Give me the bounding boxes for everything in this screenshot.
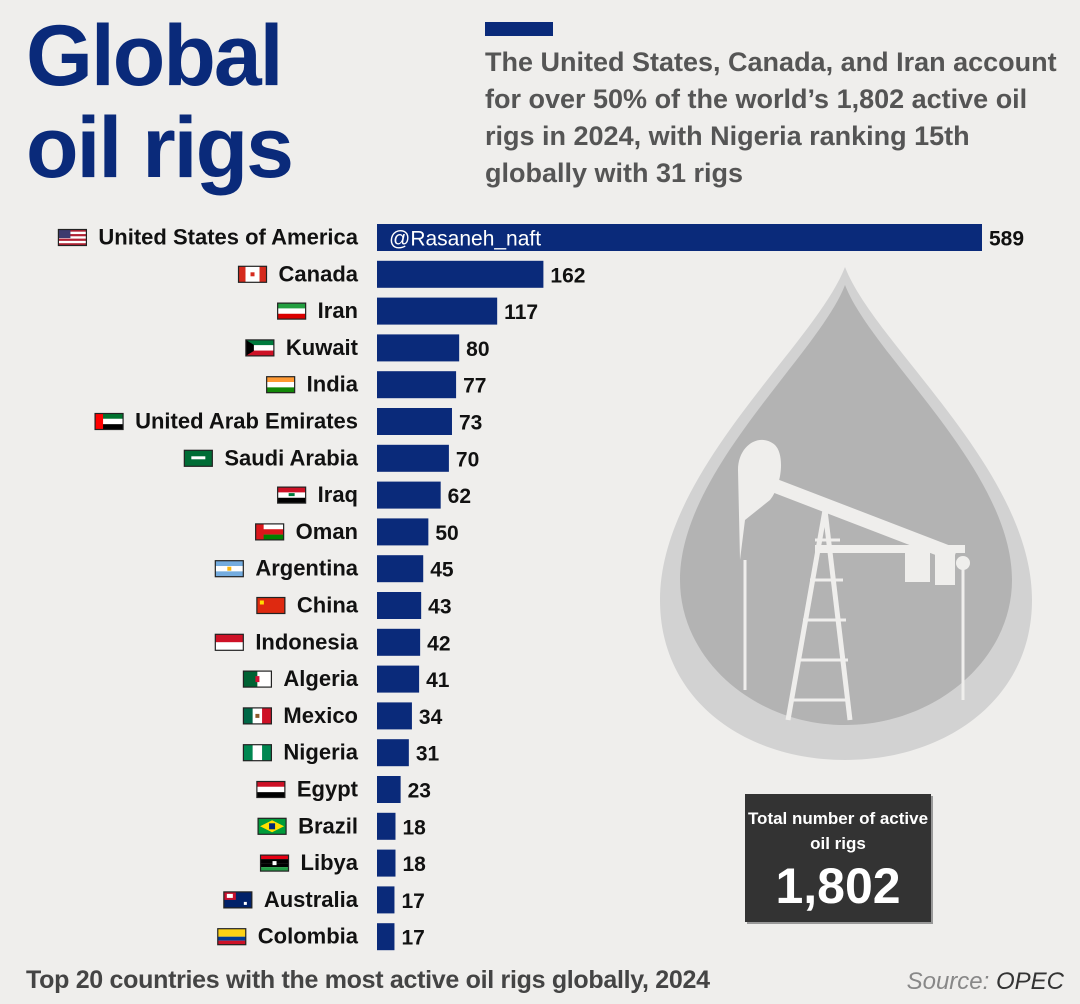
flag-icon-kw bbox=[245, 339, 275, 357]
data-label-5: 73 bbox=[459, 412, 482, 435]
source-prefix: Source: bbox=[906, 968, 990, 995]
data-label-0: 589 bbox=[989, 228, 1024, 251]
bar-13 bbox=[377, 702, 412, 730]
source-credit: Source: OPEC bbox=[907, 968, 1064, 996]
bar-3 bbox=[377, 334, 460, 362]
data-label-18: 17 bbox=[401, 890, 424, 913]
total-value: 1,802 bbox=[775, 858, 901, 914]
bars-group: 589 United States of America 162 Canada 117 I… bbox=[57, 224, 1024, 951]
bar-7 bbox=[377, 481, 441, 509]
title-line-2: oil rigs bbox=[26, 100, 294, 196]
flag-icon-ly bbox=[259, 854, 290, 872]
chart-title: Global oil rigs bbox=[26, 8, 294, 196]
category-label-16: Brazil bbox=[298, 813, 358, 838]
category-label-3: Kuwait bbox=[286, 335, 359, 360]
data-label-6: 70 bbox=[456, 448, 479, 471]
bar-6 bbox=[377, 444, 449, 472]
bar-18 bbox=[377, 886, 395, 914]
bar-14 bbox=[377, 739, 409, 767]
watermark-text: @Rasaneh_naft bbox=[389, 228, 541, 251]
data-label-12: 41 bbox=[426, 669, 450, 692]
flag-icon-ae bbox=[94, 412, 124, 431]
pumpjack-icon bbox=[738, 439, 970, 721]
category-label-18: Australia bbox=[264, 887, 359, 912]
category-label-1: Canada bbox=[279, 261, 359, 286]
data-label-17: 18 bbox=[402, 853, 426, 876]
bar-17 bbox=[377, 849, 396, 877]
data-label-19: 17 bbox=[401, 927, 424, 950]
title-line-1: Global bbox=[26, 8, 284, 104]
bar-12 bbox=[377, 665, 420, 693]
flag-icon-mx bbox=[242, 707, 273, 725]
flag-icon-eg bbox=[256, 780, 286, 799]
bar-0 bbox=[377, 224, 982, 251]
category-label-10: China bbox=[297, 593, 359, 618]
bar-11 bbox=[377, 628, 421, 656]
bar-2 bbox=[377, 297, 498, 325]
flag-icon-cn bbox=[256, 596, 286, 615]
bar-10 bbox=[377, 592, 422, 619]
flag-icon-ng bbox=[242, 744, 273, 762]
category-label-17: Libya bbox=[301, 850, 359, 875]
data-label-7: 62 bbox=[448, 485, 471, 508]
category-label-15: Egypt bbox=[297, 777, 359, 802]
total-label: Total number of active oil rigs bbox=[747, 809, 929, 853]
accent-bar bbox=[485, 22, 553, 36]
bar-1 bbox=[377, 260, 544, 288]
data-label-14: 31 bbox=[416, 743, 440, 766]
data-label-15: 23 bbox=[408, 780, 431, 803]
category-label-6: Saudi Arabia bbox=[224, 445, 358, 470]
flag-icon-br bbox=[257, 817, 287, 835]
category-label-13: Mexico bbox=[283, 703, 358, 728]
flag-icon-ir bbox=[277, 302, 307, 320]
flag-icon-dz bbox=[242, 670, 273, 688]
footer-caption: Top 20 countries with the most active oi… bbox=[26, 966, 710, 994]
data-label-3: 80 bbox=[466, 338, 489, 361]
category-label-4: India bbox=[307, 372, 359, 397]
category-label-2: Iran bbox=[318, 298, 358, 323]
category-label-14: Nigeria bbox=[283, 740, 358, 765]
category-label-0: United States of America bbox=[98, 225, 358, 250]
data-label-11: 42 bbox=[427, 632, 450, 655]
data-label-13: 34 bbox=[419, 706, 443, 729]
bar-16 bbox=[377, 812, 396, 840]
flag-icon-co bbox=[217, 928, 247, 946]
flag-icon-ar bbox=[214, 560, 244, 578]
data-label-9: 45 bbox=[430, 559, 454, 582]
flag-icon-iq bbox=[277, 486, 307, 504]
data-label-8: 50 bbox=[435, 522, 458, 545]
category-label-8: Oman bbox=[296, 519, 358, 544]
bar-8 bbox=[377, 518, 429, 546]
category-label-11: Indonesia bbox=[255, 629, 358, 654]
flag-icon-au bbox=[223, 891, 253, 909]
data-label-4: 77 bbox=[463, 375, 486, 398]
category-label-19: Colombia bbox=[258, 924, 359, 949]
category-label-9: Argentina bbox=[255, 556, 358, 581]
flag-icon-om bbox=[255, 523, 285, 541]
bar-15 bbox=[377, 776, 401, 803]
data-label-10: 43 bbox=[428, 596, 451, 619]
category-label-12: Algeria bbox=[283, 666, 358, 691]
data-label-2: 117 bbox=[504, 301, 538, 324]
chart-subtitle: The United States, Canada, and Iran acco… bbox=[485, 47, 1057, 188]
flag-icon-us bbox=[57, 228, 88, 247]
data-label-16: 18 bbox=[402, 816, 426, 839]
category-label-7: Iraq bbox=[318, 482, 358, 507]
flag-icon-ca bbox=[237, 265, 268, 283]
bar-19 bbox=[377, 923, 395, 951]
bar-chart: 589 United States of America 162 Canada 117 I… bbox=[57, 224, 1032, 951]
flag-icon-id bbox=[214, 633, 244, 651]
flag-icon-sa bbox=[183, 449, 213, 467]
source-name: OPEC bbox=[995, 968, 1064, 995]
bar-5 bbox=[377, 408, 452, 435]
category-label-5: United Arab Emirates bbox=[135, 409, 358, 434]
total-box: Total number of active oil rigs 1,802 bbox=[745, 794, 931, 922]
bar-9 bbox=[377, 555, 424, 583]
bar-4 bbox=[377, 371, 457, 399]
data-label-1: 162 bbox=[550, 264, 585, 287]
flag-icon-in bbox=[266, 376, 296, 394]
